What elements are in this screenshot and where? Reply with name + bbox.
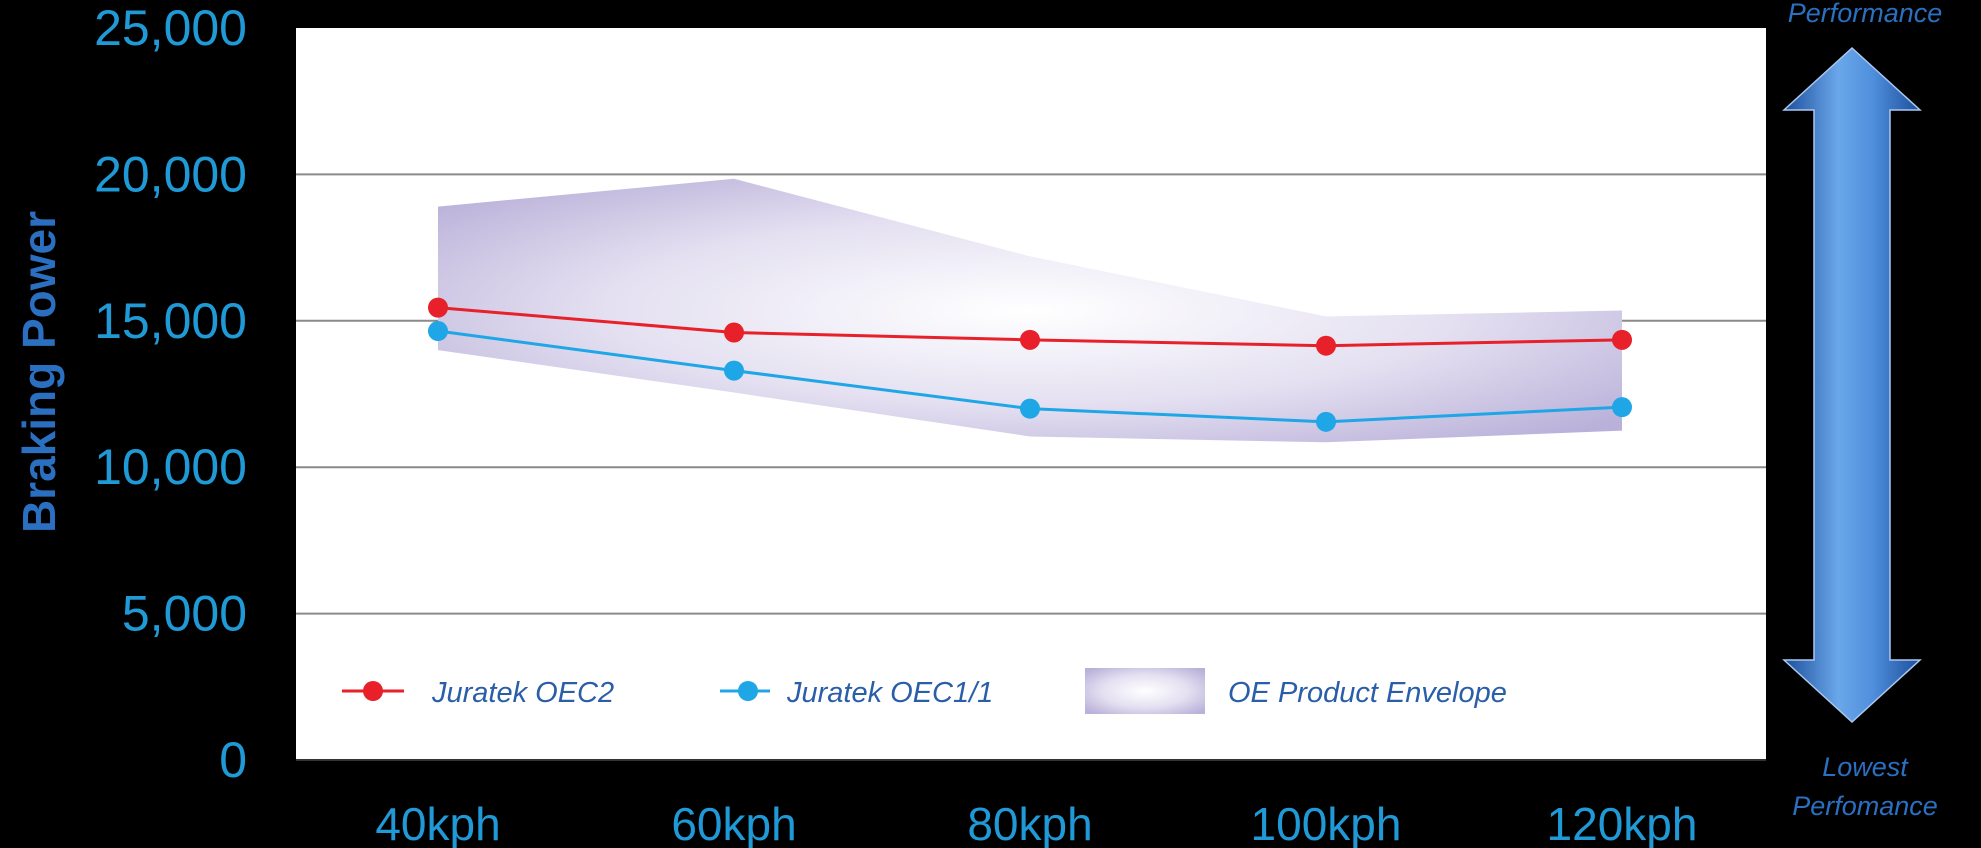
lowest-label-line1: Lowest: [1822, 752, 1908, 782]
legend-oec1-1-marker: [738, 681, 758, 701]
y-tick-label: 5,000: [122, 586, 247, 642]
x-tick-label: 100kph: [1251, 798, 1402, 848]
legend-oec1-1-label: Juratek OEC1/1: [786, 677, 993, 709]
y-tick-label: 20,000: [94, 146, 247, 202]
lowest-label-line2: Perfomance: [1792, 791, 1938, 821]
lowest-performance-label: Lowest Perfomance: [1765, 748, 1965, 826]
data-point: [724, 360, 744, 381]
data-point: [1020, 398, 1040, 419]
legend-oec2-label: Juratek OEC2: [431, 677, 614, 709]
legend: Juratek OEC2 Juratek OEC1/1 OE Product E…: [342, 668, 1507, 714]
data-point: [1612, 329, 1632, 350]
x-tick-label: 40kph: [375, 798, 500, 848]
x-tick-label: 60kph: [671, 798, 796, 848]
x-tick-label: 120kph: [1547, 798, 1698, 848]
data-point: [724, 322, 744, 343]
data-point: [1612, 397, 1632, 418]
legend-item-oec1-1: Juratek OEC1/1: [720, 677, 993, 709]
x-axis-tick-labels: 40kph 60kph 80kph 100kph 120kph: [375, 798, 1697, 848]
performance-scale-arrow: [1782, 46, 1922, 724]
data-point: [428, 321, 448, 342]
y-tick-label: 10,000: [94, 439, 247, 495]
y-axis-tick-labels: 0 5,000 10,000 15,000 20,000 25,000: [94, 0, 247, 788]
y-tick-label: 0: [219, 732, 247, 788]
legend-item-oec2: Juratek OEC2: [342, 677, 614, 709]
data-point: [1020, 329, 1040, 350]
highest-performance-label: Performance: [1765, 0, 1965, 33]
data-point: [1316, 411, 1336, 432]
data-point: [1316, 335, 1336, 356]
x-tick-label: 80kph: [967, 798, 1092, 848]
series-juratek-oec1-1: [428, 321, 1632, 432]
y-axis-title: Braking Power: [13, 211, 65, 533]
legend-item-envelope: OE Product Envelope: [1085, 668, 1507, 714]
legend-envelope-swatch: [1085, 668, 1205, 714]
y-tick-label: 15,000: [94, 293, 247, 349]
legend-oec2-marker: [363, 681, 383, 701]
series-juratek-oec2: [428, 297, 1632, 356]
performance-label-text: Performance: [1787, 0, 1943, 28]
data-point: [428, 297, 448, 318]
legend-envelope-label: OE Product Envelope: [1228, 677, 1507, 709]
y-tick-label: 25,000: [94, 0, 247, 56]
